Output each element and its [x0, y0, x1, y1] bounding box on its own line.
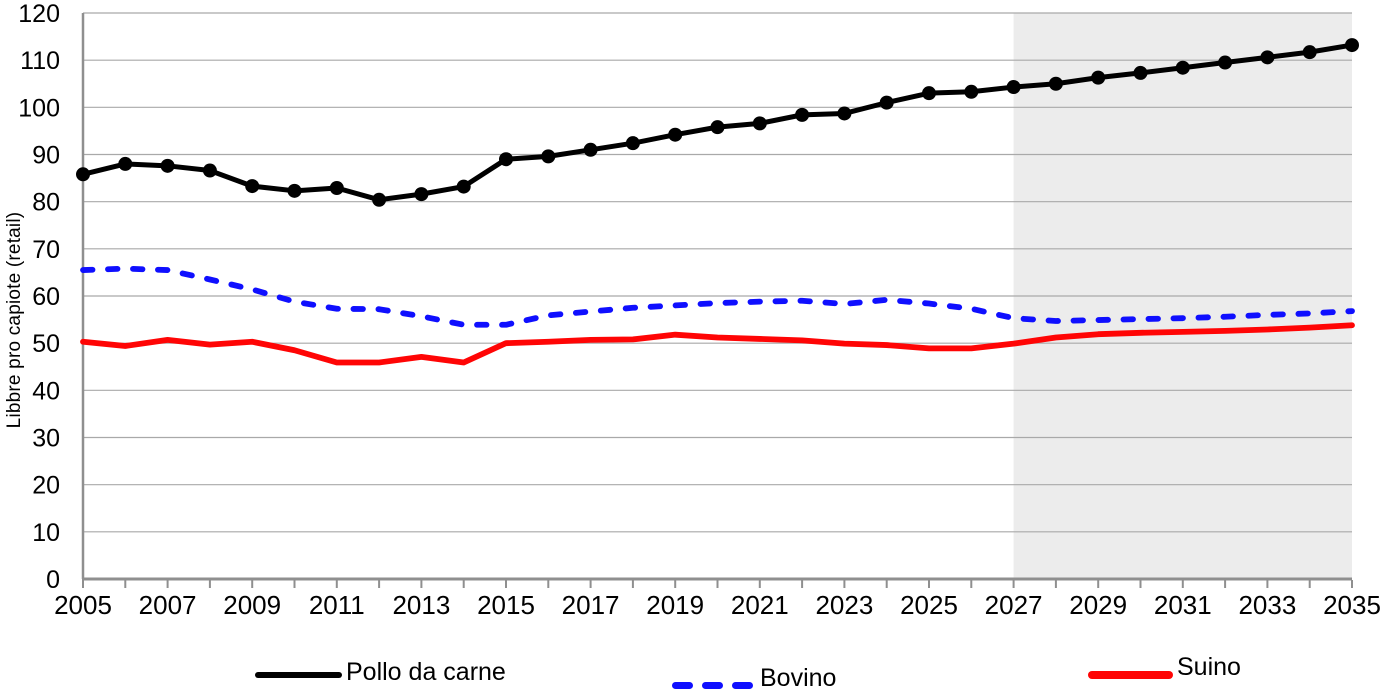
data-point-marker: [1133, 65, 1148, 80]
data-point-marker: [1048, 76, 1063, 91]
data-point-marker: [414, 187, 429, 202]
y-tick-label: 50: [32, 330, 60, 358]
y-tick-label: 20: [32, 472, 60, 500]
y-tick-label: 0: [46, 566, 60, 594]
data-point-marker: [1091, 70, 1106, 85]
data-point-marker: [837, 106, 852, 121]
x-tick-label: 2007: [139, 590, 197, 620]
series-line: [80, 322, 1355, 366]
data-point-marker: [795, 107, 810, 122]
series-pollo-da-carne: [76, 38, 1359, 207]
x-tick-label: 2023: [815, 590, 873, 620]
legend-label-bovino: Bovino: [760, 664, 837, 692]
data-point-marker: [752, 116, 767, 131]
data-point-marker: [287, 183, 302, 198]
x-tick-label: 2009: [223, 590, 281, 620]
data-point-marker: [456, 179, 471, 194]
legend-label-suino: Suino: [1177, 653, 1241, 681]
y-tick-label: 120: [18, 0, 60, 28]
data-point-marker: [202, 163, 217, 178]
data-point-marker: [1006, 80, 1021, 95]
legend-label-pollo-da-carne: Pollo da carne: [346, 658, 506, 686]
legend-item-bovino: Bovino: [672, 664, 836, 693]
y-tick-label: 110: [20, 47, 60, 75]
y-tick-label: 100: [18, 94, 60, 122]
data-point-marker: [76, 167, 90, 182]
x-axis-ticks: [82, 580, 1353, 588]
data-point-marker: [668, 127, 683, 142]
data-point-marker: [1260, 50, 1275, 65]
data-point-marker: [1218, 55, 1233, 70]
data-point-marker: [710, 120, 725, 135]
x-tick-label: 2021: [731, 590, 789, 620]
series-suino: [80, 322, 1355, 366]
x-tick-label: 2011: [309, 590, 365, 620]
data-point-marker: [118, 156, 133, 171]
data-point-marker: [1302, 45, 1317, 60]
legend-swatch-pollo-line: [255, 672, 342, 678]
y-tick-label: 90: [32, 142, 60, 170]
x-tick-label: 2033: [1238, 590, 1296, 620]
legend-swatch-bovino-dashes: [672, 682, 753, 689]
data-point-marker: [245, 179, 260, 194]
x-tick-label: 2035: [1323, 590, 1381, 620]
data-point-marker: [372, 192, 387, 207]
y-tick-label: 80: [32, 189, 60, 217]
x-tick-label: 2005: [54, 590, 112, 620]
x-axis-tick-labels: 2005 2007 2009 2011 2013 2015 2017 2019 2021 2023…: [54, 590, 1381, 620]
x-tick-label: 2019: [646, 590, 704, 620]
legend-item-pollo-da-carne: Pollo da carne: [255, 658, 506, 687]
x-tick-label: 2013: [392, 590, 450, 620]
data-point-marker: [583, 142, 598, 157]
data-point-marker: [160, 158, 175, 173]
x-tick-label: 2031: [1154, 590, 1212, 620]
x-tick-label: 2017: [562, 590, 620, 620]
x-tick-label: 2015: [477, 590, 535, 620]
y-axis-tick-labels: 0 10 20 30 40 50 60 70 80 90 100 110 120: [18, 0, 60, 594]
data-point-marker: [1175, 60, 1190, 75]
y-tick-label: 10: [32, 519, 60, 547]
chart-svg: 0 10 20 30 40 50 60 70 80 90 100 110 120 2005 2007 2009…: [18, 0, 1381, 620]
data-point-marker: [625, 136, 640, 151]
x-tick-label: 2025: [900, 590, 958, 620]
legend-swatch-suino-line: [1088, 671, 1173, 679]
y-axis-title: Libbre pro capiote (retail): [4, 211, 25, 429]
y-tick-label: 40: [32, 377, 60, 405]
data-point-marker: [879, 95, 894, 110]
data-point-marker: [1345, 38, 1359, 53]
data-point-marker: [964, 84, 979, 99]
x-tick-label: 2027: [985, 590, 1043, 620]
y-tick-label: 60: [32, 283, 60, 311]
y-tick-label: 30: [32, 425, 60, 453]
legend-item-suino: Suino: [1088, 653, 1241, 682]
data-point-marker: [499, 152, 513, 167]
data-point-marker: [541, 149, 556, 164]
gridlines: [83, 12, 1352, 533]
data-point-marker: [922, 86, 936, 101]
data-point-marker: [329, 180, 344, 195]
x-tick-label: 2029: [1069, 590, 1127, 620]
y-tick-label: 70: [32, 236, 60, 264]
